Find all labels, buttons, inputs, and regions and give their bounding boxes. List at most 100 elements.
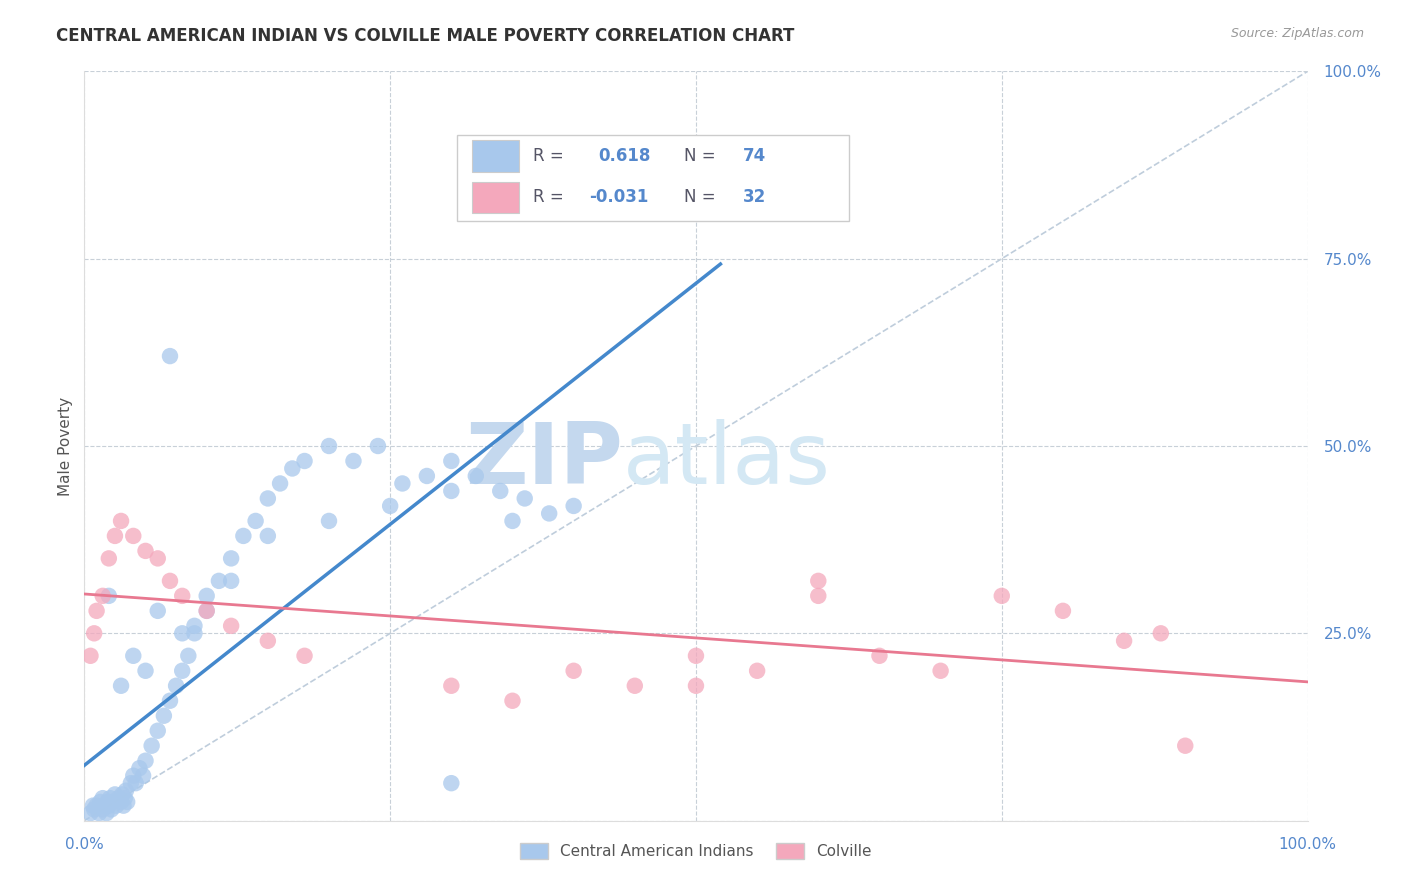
Text: 32: 32	[742, 188, 766, 206]
Point	[97, 589, 120, 603]
Point	[991, 589, 1014, 603]
Text: Source: ZipAtlas.com: Source: ZipAtlas.com	[1230, 27, 1364, 40]
Point	[489, 483, 512, 498]
Point	[115, 795, 138, 809]
Point	[281, 461, 304, 475]
Text: R =: R =	[533, 188, 569, 206]
Point	[110, 679, 132, 693]
Point	[82, 798, 104, 813]
Text: ZIP: ZIP	[465, 419, 623, 502]
Point	[513, 491, 536, 506]
FancyBboxPatch shape	[457, 135, 849, 221]
Point	[101, 795, 124, 809]
Point	[91, 589, 114, 603]
Point	[183, 626, 205, 640]
Text: N =: N =	[683, 188, 721, 206]
Point	[440, 483, 463, 498]
Point	[869, 648, 891, 663]
Point	[114, 791, 136, 805]
Point	[195, 604, 218, 618]
Point	[165, 679, 187, 693]
Point	[318, 514, 340, 528]
Point	[502, 514, 524, 528]
Point	[440, 454, 463, 468]
Point	[269, 476, 291, 491]
Point	[440, 679, 463, 693]
Point	[1150, 626, 1173, 640]
Point	[87, 806, 110, 821]
Point	[367, 439, 389, 453]
Point	[159, 694, 181, 708]
Point	[172, 626, 194, 640]
Point	[83, 626, 105, 640]
Point	[1174, 739, 1197, 753]
Text: atlas: atlas	[623, 419, 831, 502]
Point	[245, 514, 267, 528]
Text: 74: 74	[742, 147, 766, 165]
Point	[122, 529, 145, 543]
Point	[219, 619, 242, 633]
Point	[172, 589, 194, 603]
Legend: Central American Indians, Colville: Central American Indians, Colville	[515, 838, 877, 865]
Point	[135, 544, 157, 558]
Point	[93, 798, 115, 813]
Point	[391, 476, 413, 491]
Point	[294, 454, 316, 468]
Text: 0.618: 0.618	[598, 147, 651, 165]
Point	[115, 783, 138, 797]
Point	[107, 791, 129, 805]
Point	[294, 648, 316, 663]
Point	[110, 795, 132, 809]
Point	[97, 551, 120, 566]
Point	[232, 529, 254, 543]
Text: R =: R =	[533, 147, 569, 165]
Point	[807, 574, 830, 588]
FancyBboxPatch shape	[472, 181, 519, 213]
Point	[79, 648, 101, 663]
Point	[177, 648, 200, 663]
Point	[464, 469, 486, 483]
Point	[380, 499, 402, 513]
Point	[104, 788, 127, 802]
Point	[97, 798, 120, 813]
Point	[105, 798, 128, 813]
Point	[86, 798, 108, 813]
Point	[183, 619, 205, 633]
Point	[172, 664, 194, 678]
Point	[128, 761, 150, 775]
Point	[122, 769, 145, 783]
Point	[153, 708, 176, 723]
Point	[624, 679, 647, 693]
Point	[125, 776, 148, 790]
Point	[146, 551, 169, 566]
Point	[132, 769, 155, 783]
Point	[1114, 633, 1136, 648]
Point	[257, 633, 280, 648]
Point	[120, 776, 142, 790]
Point	[195, 589, 218, 603]
Point	[141, 739, 163, 753]
Text: -0.031: -0.031	[589, 188, 650, 206]
Point	[747, 664, 769, 678]
Point	[440, 776, 463, 790]
Point	[79, 806, 101, 821]
Point	[146, 604, 169, 618]
Point	[97, 795, 120, 809]
Point	[91, 791, 114, 805]
Point	[195, 604, 218, 618]
Point	[111, 788, 134, 802]
Point	[538, 507, 561, 521]
Point	[318, 439, 340, 453]
Point	[146, 723, 169, 738]
Point	[562, 499, 585, 513]
Point	[122, 648, 145, 663]
Point	[83, 802, 105, 816]
Point	[807, 589, 830, 603]
Point	[685, 648, 707, 663]
Point	[685, 679, 707, 693]
Text: CENTRAL AMERICAN INDIAN VS COLVILLE MALE POVERTY CORRELATION CHART: CENTRAL AMERICAN INDIAN VS COLVILLE MALE…	[56, 27, 794, 45]
Point	[416, 469, 439, 483]
Text: N =: N =	[683, 147, 721, 165]
Y-axis label: Male Poverty: Male Poverty	[58, 396, 73, 496]
Point	[257, 529, 280, 543]
